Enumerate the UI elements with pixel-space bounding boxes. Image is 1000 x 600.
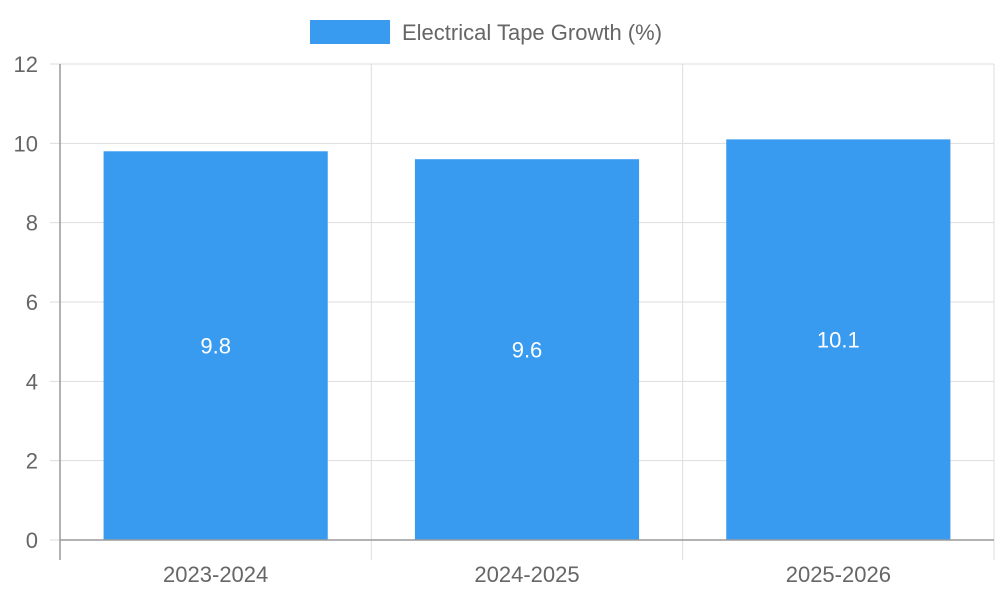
y-tick-label: 0 [26,528,38,553]
bars [103,139,951,540]
data-labels: 9.8 9.6 10.1 [200,328,859,363]
y-tick-label: 2 [26,449,38,474]
y-tick-label: 12 [14,52,38,77]
legend[interactable]: Electrical Tape Growth (%) [310,20,662,45]
legend-swatch[interactable] [310,20,390,44]
x-tick-label: 2025-2026 [786,562,891,587]
y-tick-label: 4 [26,369,38,394]
bar-value-label: 9.6 [512,338,543,363]
axes: 0 2 4 6 8 10 12 2023-2024 2024-2025 2025-2026 [14,52,994,587]
bar-value-label: 9.8 [200,334,231,359]
y-tick-label: 8 [26,211,38,236]
x-tick-label: 2023-2024 [163,562,268,587]
bar[interactable] [414,159,640,540]
bar[interactable] [726,139,951,540]
x-tick-label: 2024-2025 [474,562,579,587]
y-tick-label: 10 [14,131,38,156]
y-tick-label: 6 [26,290,38,315]
legend-label[interactable]: Electrical Tape Growth (%) [402,20,662,45]
bar-value-label: 10.1 [817,328,860,353]
bar[interactable] [103,151,328,540]
